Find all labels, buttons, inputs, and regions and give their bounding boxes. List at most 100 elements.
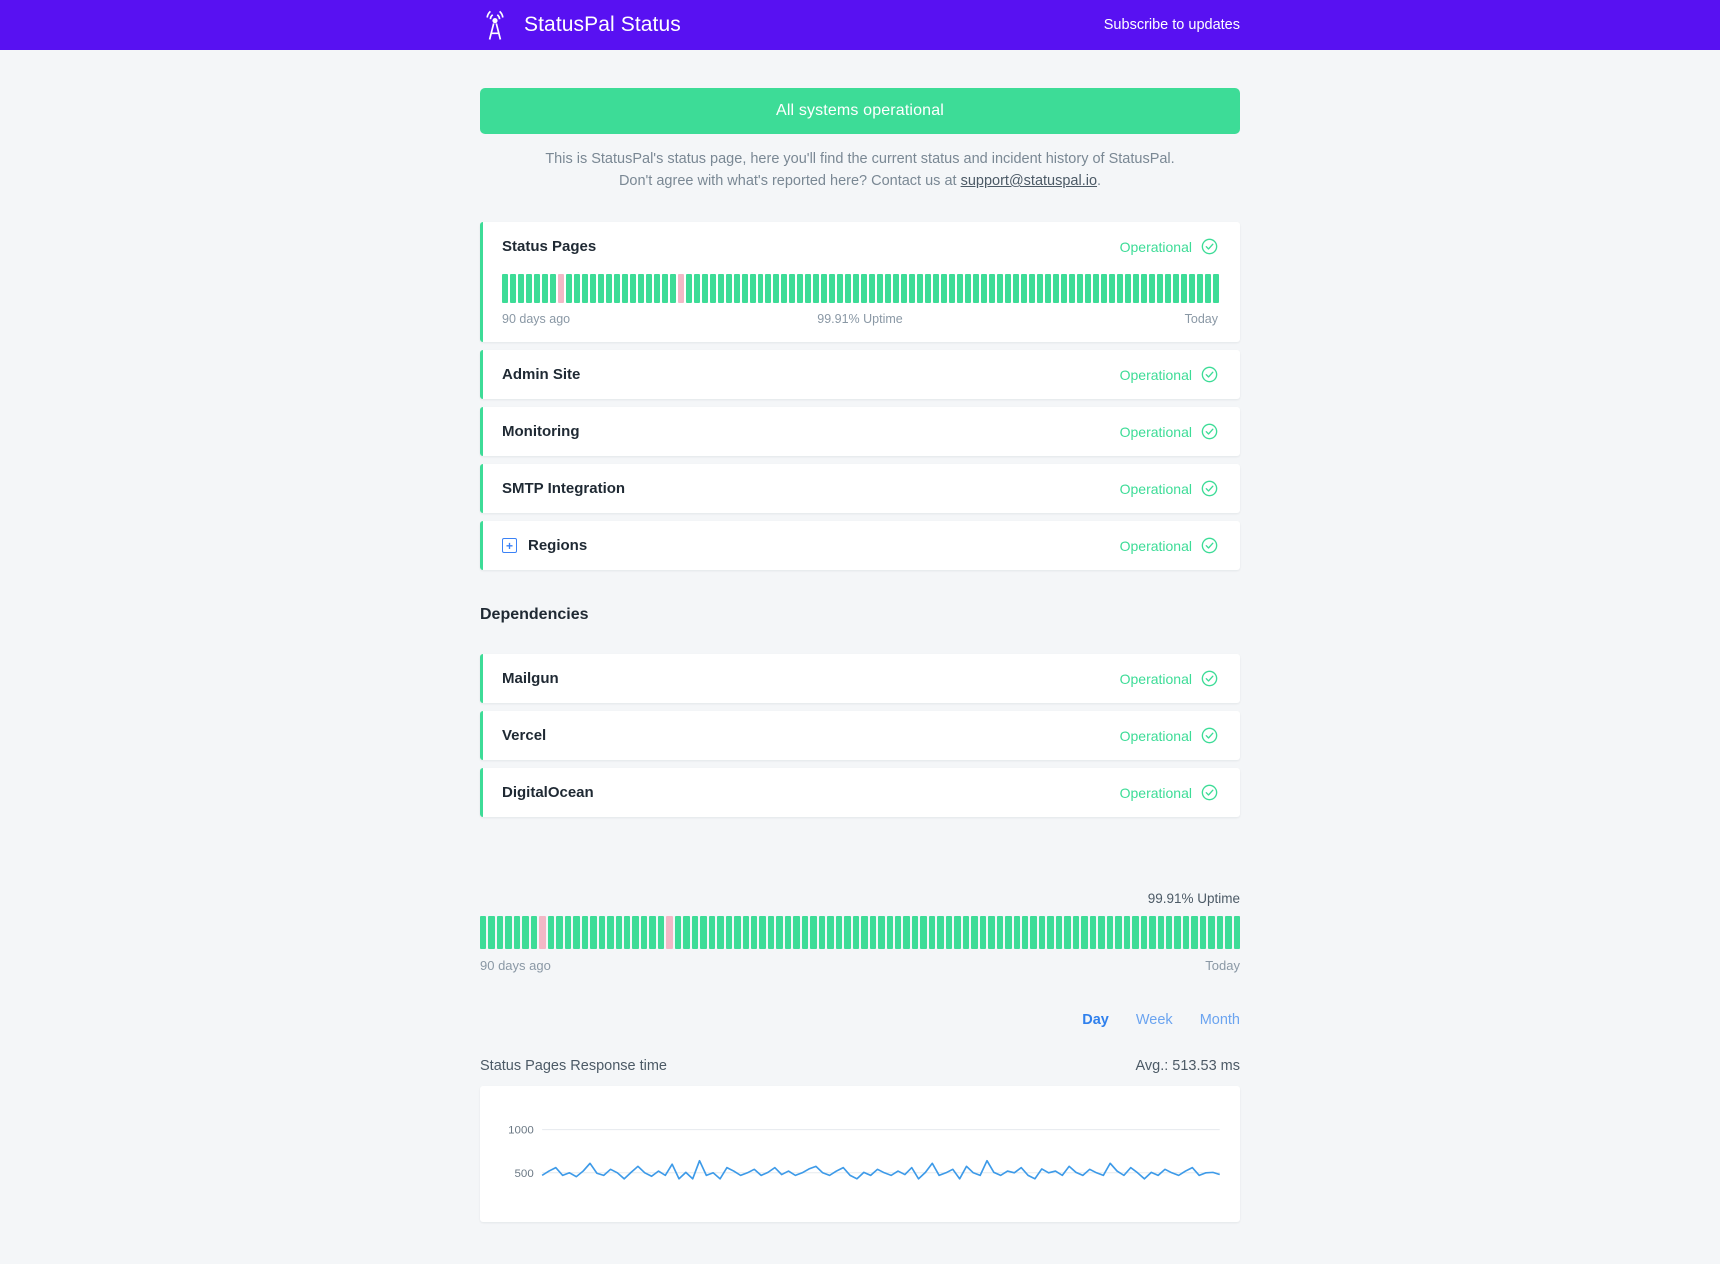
- uptime-day-bar[interactable]: [1038, 916, 1046, 950]
- uptime-day-bar[interactable]: [1172, 274, 1179, 304]
- uptime-day-bar[interactable]: [1182, 916, 1190, 950]
- uptime-day-bar[interactable]: [674, 916, 682, 950]
- uptime-day-bar[interactable]: [502, 274, 508, 304]
- uptime-day-bar[interactable]: [1180, 274, 1187, 304]
- uptime-day-bar[interactable]: [869, 916, 877, 950]
- uptime-day-bar[interactable]: [581, 916, 589, 950]
- uptime-day-bar[interactable]: [954, 916, 961, 950]
- period-tab-day[interactable]: Day: [1082, 1012, 1109, 1029]
- uptime-day-bar[interactable]: [1084, 274, 1091, 304]
- uptime-day-bar[interactable]: [1076, 274, 1083, 304]
- uptime-day-bar[interactable]: [765, 274, 772, 304]
- uptime-day-bar[interactable]: [685, 274, 692, 304]
- uptime-day-bar[interactable]: [1164, 274, 1171, 304]
- uptime-day-bar[interactable]: [677, 274, 684, 304]
- uptime-day-bar[interactable]: [971, 916, 978, 950]
- uptime-day-bar[interactable]: [1092, 274, 1099, 304]
- uptime-day-bar[interactable]: [1108, 274, 1115, 304]
- uptime-day-bar[interactable]: [1208, 916, 1215, 950]
- uptime-day-bar[interactable]: [821, 274, 828, 304]
- uptime-day-bar[interactable]: [869, 274, 876, 304]
- uptime-day-bar[interactable]: [488, 916, 495, 950]
- uptime-day-bar[interactable]: [742, 916, 749, 950]
- uptime-day-bar[interactable]: [945, 916, 953, 950]
- period-tab-week[interactable]: Week: [1135, 1012, 1173, 1029]
- uptime-day-bar[interactable]: [607, 916, 614, 950]
- uptime-day-bar[interactable]: [835, 916, 843, 950]
- uptime-day-bar[interactable]: [1005, 916, 1012, 950]
- uptime-day-bar[interactable]: [1140, 916, 1148, 950]
- uptime-day-bar[interactable]: [981, 274, 988, 304]
- uptime-day-bar[interactable]: [693, 274, 700, 304]
- uptime-day-bar[interactable]: [810, 916, 817, 950]
- uptime-day-bar[interactable]: [886, 916, 893, 950]
- uptime-day-bar[interactable]: [1157, 916, 1164, 950]
- uptime-day-bar[interactable]: [717, 916, 724, 950]
- uptime-day-bar[interactable]: [903, 916, 910, 950]
- uptime-day-bar[interactable]: [852, 916, 860, 950]
- uptime-day-bar[interactable]: [893, 274, 900, 304]
- uptime-day-bar[interactable]: [937, 916, 944, 950]
- uptime-day-bar[interactable]: [725, 916, 733, 950]
- uptime-day-bar[interactable]: [909, 274, 916, 304]
- uptime-day-bar[interactable]: [505, 916, 512, 950]
- uptime-day-bar[interactable]: [957, 274, 964, 304]
- uptime-day-bar[interactable]: [1060, 274, 1067, 304]
- uptime-day-bar[interactable]: [989, 274, 996, 304]
- uptime-day-bar[interactable]: [1098, 916, 1105, 950]
- uptime-day-bar[interactable]: [1020, 274, 1027, 304]
- uptime-day-bar[interactable]: [573, 916, 580, 950]
- dependency-card[interactable]: Vercel Operational: [480, 711, 1240, 761]
- uptime-day-bar[interactable]: [997, 274, 1004, 304]
- uptime-day-bar[interactable]: [853, 274, 860, 304]
- uptime-day-bar[interactable]: [1123, 916, 1131, 950]
- uptime-day-bar[interactable]: [1106, 916, 1114, 950]
- uptime-day-bar[interactable]: [645, 274, 652, 304]
- uptime-day-bar[interactable]: [669, 274, 676, 304]
- uptime-day-bar[interactable]: [708, 916, 716, 950]
- dependency-card[interactable]: DigitalOcean Operational: [480, 768, 1240, 818]
- uptime-day-bar[interactable]: [734, 916, 741, 950]
- uptime-day-bar[interactable]: [996, 916, 1004, 950]
- uptime-day-bar[interactable]: [1115, 916, 1122, 950]
- uptime-day-bar[interactable]: [901, 274, 908, 304]
- uptime-day-bar[interactable]: [917, 274, 924, 304]
- uptime-day-bar[interactable]: [549, 274, 556, 304]
- uptime-day-bar[interactable]: [962, 916, 970, 950]
- uptime-day-bar[interactable]: [1191, 916, 1198, 950]
- uptime-day-bar[interactable]: [1036, 274, 1043, 304]
- uptime-day-bar[interactable]: [717, 274, 724, 304]
- uptime-day-bar[interactable]: [1148, 274, 1155, 304]
- dependency-card[interactable]: Mailgun Operational: [480, 654, 1240, 704]
- period-tab-month[interactable]: Month: [1199, 1012, 1240, 1029]
- uptime-day-bar[interactable]: [818, 916, 826, 950]
- uptime-day-bar[interactable]: [1225, 916, 1232, 950]
- uptime-day-bar[interactable]: [973, 274, 980, 304]
- uptime-day-bar[interactable]: [637, 274, 644, 304]
- uptime-day-bar[interactable]: [1174, 916, 1181, 950]
- uptime-day-bar[interactable]: [1064, 916, 1071, 950]
- uptime-day-bar[interactable]: [1199, 916, 1207, 950]
- uptime-day-bar[interactable]: [1116, 274, 1123, 304]
- uptime-day-bar[interactable]: [1132, 274, 1139, 304]
- uptime-day-bar[interactable]: [581, 274, 588, 304]
- uptime-day-bar[interactable]: [629, 274, 636, 304]
- uptime-day-bar[interactable]: [741, 274, 748, 304]
- uptime-day-bar[interactable]: [1165, 916, 1173, 950]
- uptime-day-bar[interactable]: [565, 274, 572, 304]
- uptime-day-bar[interactable]: [1055, 916, 1063, 950]
- uptime-day-bar[interactable]: [767, 916, 775, 950]
- uptime-day-bar[interactable]: [805, 274, 812, 304]
- uptime-day-bar[interactable]: [517, 274, 524, 304]
- service-card[interactable]: SMTP Integration Operational: [480, 464, 1240, 514]
- uptime-day-bar[interactable]: [597, 274, 604, 304]
- uptime-day-bar[interactable]: [789, 274, 796, 304]
- service-card[interactable]: Admin Site Operational: [480, 350, 1240, 400]
- uptime-day-bar[interactable]: [1149, 916, 1156, 950]
- uptime-day-bar[interactable]: [861, 916, 868, 950]
- uptime-day-bar[interactable]: [683, 916, 690, 950]
- uptime-day-bar[interactable]: [988, 916, 995, 950]
- uptime-day-bar[interactable]: [700, 916, 707, 950]
- uptime-day-bar[interactable]: [1013, 274, 1019, 304]
- uptime-day-bar[interactable]: [861, 274, 868, 304]
